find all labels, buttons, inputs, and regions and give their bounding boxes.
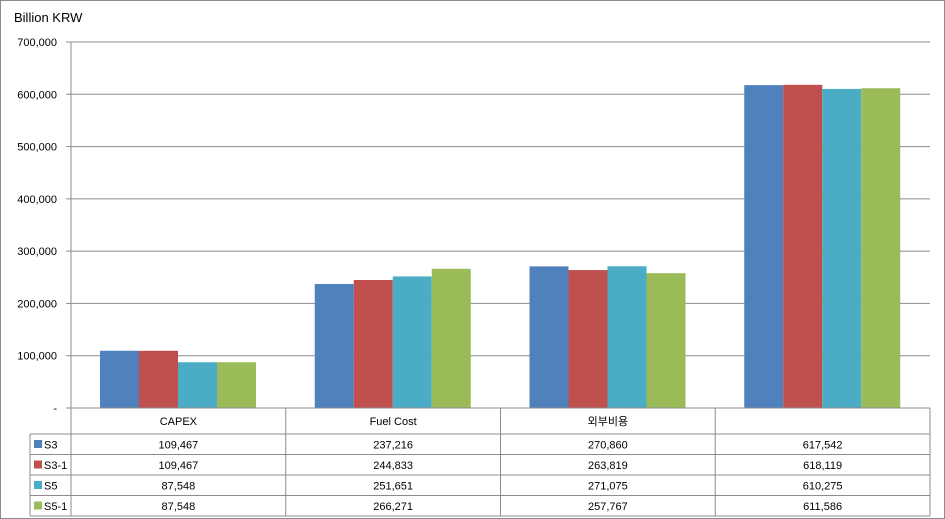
y-tick-label: 600,000 (17, 89, 57, 101)
bar-s5-1-0 (217, 362, 256, 408)
data-label: 611,586 (803, 501, 842, 513)
data-label: 270,860 (588, 440, 628, 452)
data-label: 617,542 (803, 440, 843, 452)
legend-label: S3 (44, 440, 57, 452)
data-label: 271,075 (588, 481, 628, 493)
y-tick-label: 100,000 (17, 351, 57, 363)
data-label: 237,216 (373, 440, 413, 452)
bar-s3-2 (529, 266, 569, 408)
bar-s5-1-2 (646, 273, 686, 408)
bar-s3-1-0 (139, 350, 178, 408)
legend-key-s5-1 (34, 501, 42, 510)
data-label: 109,467 (158, 460, 198, 472)
category-label: CAPEX (160, 416, 198, 428)
data-label: 263,819 (588, 460, 628, 472)
legend-key-s5 (34, 481, 42, 489)
bar-s3-1 (314, 283, 354, 408)
bar-s3-1-2 (568, 270, 608, 408)
y-tick-label: 300,000 (17, 246, 57, 258)
data-label: 257,767 (588, 501, 628, 513)
bar-s3-0 (100, 350, 139, 408)
bar-s5-2 (607, 266, 647, 408)
legend-key-s3-1 (34, 460, 42, 469)
data-label: 251,651 (373, 481, 413, 493)
data-label: 109,467 (158, 440, 198, 452)
category-label: Fuel Cost (370, 416, 417, 428)
y-tick-label: 700,000 (17, 37, 57, 49)
bar-s5-1-1 (431, 268, 471, 408)
data-label: 244,833 (373, 460, 413, 472)
y-axis-unit-label: Billion KRW (14, 10, 83, 25)
data-label: 87,548 (162, 481, 196, 493)
data-label: 266,271 (373, 501, 413, 513)
data-label: 610,275 (803, 481, 843, 493)
y-tick-label: 500,000 (17, 142, 57, 154)
bar-s3-3 (744, 85, 784, 408)
y-tick-label: - (53, 403, 57, 415)
y-tick-label: 400,000 (17, 194, 57, 206)
legend-key-s3 (34, 440, 42, 448)
bar-s3-1-3 (783, 84, 823, 408)
legend-label: S5-1 (44, 501, 67, 513)
bar-s5-1 (392, 276, 432, 408)
legend-label: S3-1 (44, 460, 67, 472)
data-label: 87,548 (162, 501, 196, 513)
bar-s5-1-3 (861, 88, 901, 408)
bar-s3-1-1 (353, 279, 393, 408)
legend-label: S5 (44, 481, 57, 493)
y-tick-label: 200,000 (17, 298, 57, 310)
data-label: 618,119 (803, 460, 842, 472)
bar-s5-0 (178, 362, 217, 408)
bar-s5-3 (822, 88, 862, 408)
category-label: 외부비용 (588, 415, 628, 428)
